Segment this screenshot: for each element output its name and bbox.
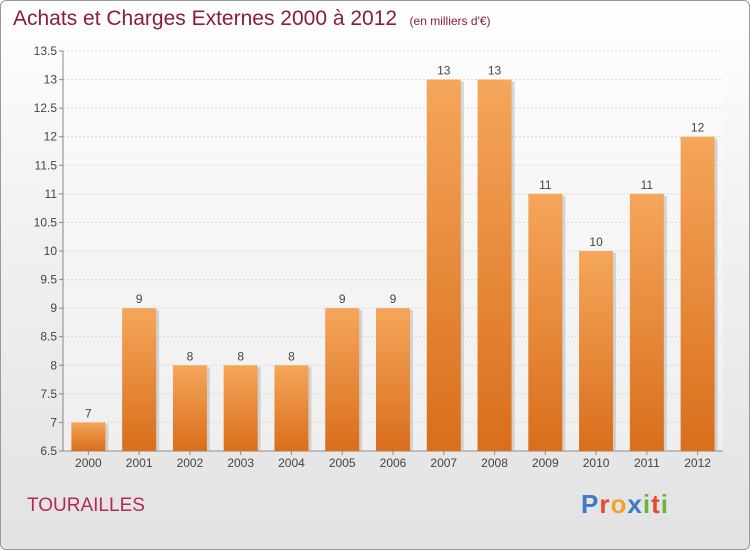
- y-tick-label: 10.5: [34, 215, 58, 229]
- bar-value-label: 8: [288, 349, 295, 363]
- y-tick-label: 11: [45, 187, 58, 201]
- y-tick-label: 11.5: [35, 158, 58, 172]
- chart-title: Achats et Charges Externes 2000 à 2012: [13, 7, 398, 30]
- bar: [477, 79, 512, 452]
- x-tick-label: 2002: [177, 456, 204, 470]
- y-tick-label: 9: [50, 301, 57, 315]
- x-tick-label: 2010: [583, 456, 610, 470]
- bar: [376, 308, 410, 451]
- y-tick-label: 10: [44, 244, 58, 258]
- y-tick-label: 13.5: [34, 44, 58, 58]
- bar-value-label: 13: [488, 64, 502, 78]
- bar: [274, 365, 309, 451]
- bar-value-label: 7: [85, 406, 92, 420]
- y-tick-label: 12: [44, 130, 58, 144]
- y-tick-label: 13: [44, 73, 58, 87]
- y-tick-label: 7: [50, 415, 57, 429]
- x-tick-label: 2005: [329, 456, 356, 470]
- bar: [325, 308, 360, 451]
- bar: [122, 308, 157, 451]
- bar-value-label: 8: [187, 349, 194, 363]
- bar: [71, 422, 106, 451]
- bar-value-label: 11: [539, 178, 552, 192]
- bar-value-label: 9: [339, 292, 346, 306]
- chart-subtitle: (en milliers d'€): [409, 14, 491, 28]
- logo-letter: i: [642, 489, 652, 519]
- bar-value-label: 9: [390, 292, 397, 306]
- bar-value-label: 12: [691, 121, 705, 135]
- proxiti-logo: Proxiti: [581, 489, 669, 520]
- x-tick-label: 2007: [430, 456, 457, 470]
- bar-value-label: 8: [237, 349, 244, 363]
- bar-value-label: 10: [589, 235, 603, 249]
- y-tick-label: 12.5: [34, 101, 58, 115]
- bar: [579, 251, 614, 451]
- bar: [172, 365, 207, 451]
- x-tick-label: 2001: [126, 456, 153, 470]
- bar-value-label: 11: [641, 178, 654, 192]
- bar: [629, 193, 664, 451]
- y-tick-label: 8: [50, 358, 57, 372]
- logo-letter: i: [660, 489, 669, 519]
- x-tick-label: 2009: [532, 456, 559, 470]
- logo-letter: t: [651, 489, 661, 519]
- y-tick-label: 8.5: [40, 330, 57, 344]
- y-tick-label: 7.5: [40, 387, 57, 401]
- logo-letter: x: [627, 489, 643, 519]
- chart-title-block: Achats et Charges Externes 2000 à 2012 (…: [13, 7, 491, 31]
- logo-letter: r: [599, 489, 611, 519]
- bar-value-label: 9: [136, 292, 143, 306]
- x-tick-label: 2008: [481, 456, 508, 470]
- x-tick-label: 2011: [634, 456, 660, 470]
- x-tick-label: 2004: [278, 456, 305, 470]
- y-tick-label: 6.5: [40, 444, 57, 458]
- bar: [426, 79, 461, 452]
- x-tick-label: 2003: [227, 456, 254, 470]
- logo-letter: P: [581, 489, 600, 519]
- y-tick-label: 9.5: [40, 273, 57, 287]
- logo-letter: o: [610, 489, 628, 519]
- bar: [528, 193, 563, 451]
- commune-name: TOURAILLES: [27, 495, 145, 516]
- bar: [223, 365, 258, 451]
- bar-value-label: 13: [437, 64, 451, 78]
- bar: [680, 136, 715, 451]
- x-tick-label: 2000: [75, 456, 102, 470]
- x-tick-label: 2012: [684, 456, 711, 470]
- x-tick-label: 2006: [380, 456, 407, 470]
